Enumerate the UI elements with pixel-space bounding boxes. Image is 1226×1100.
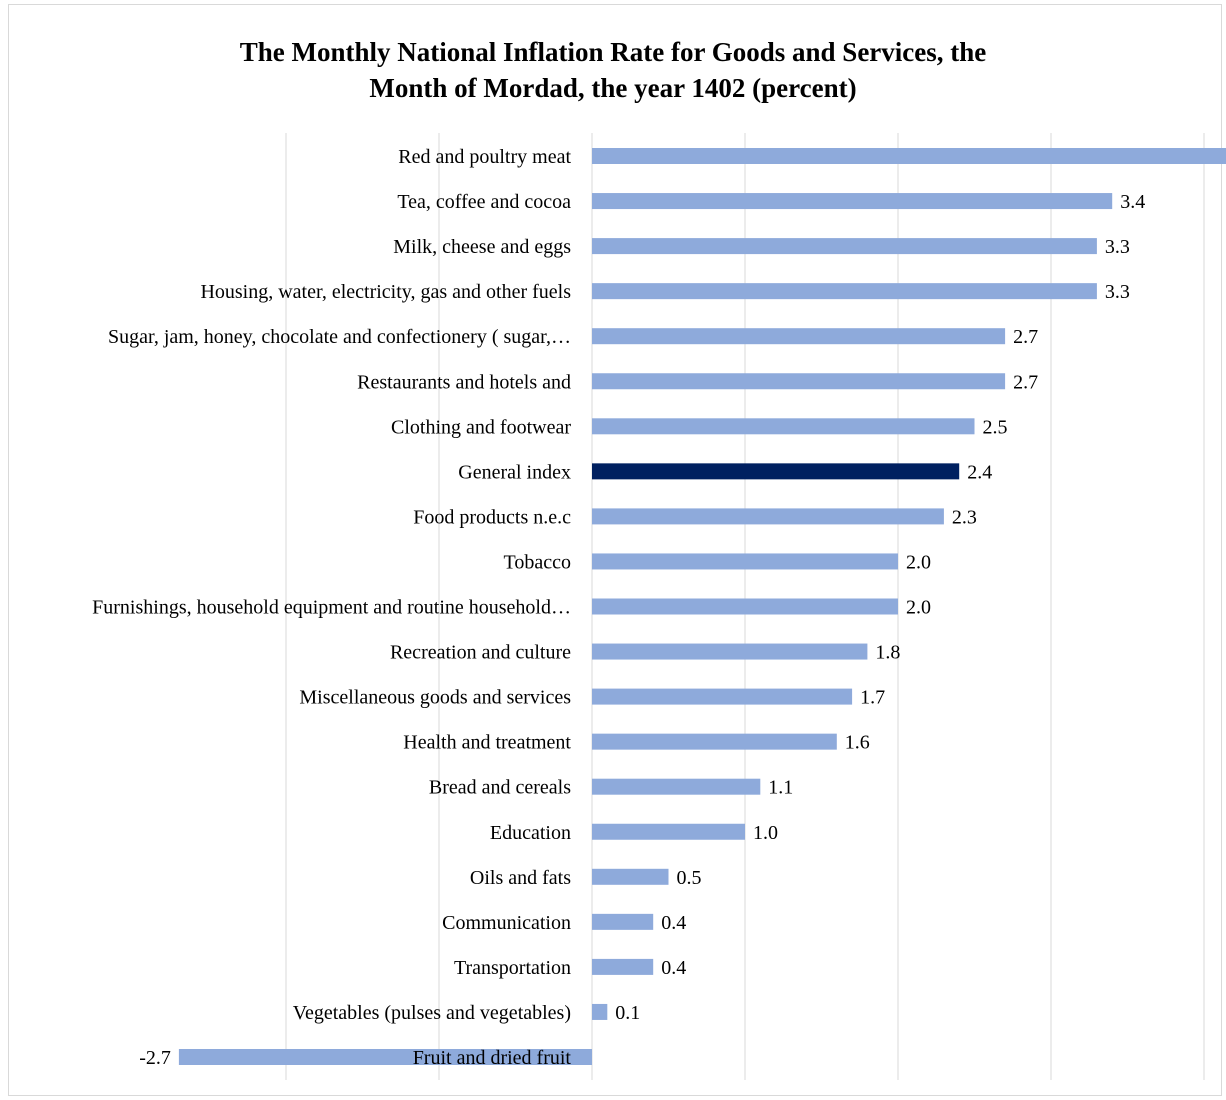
category-label: Clothing and footwear: [391, 416, 571, 438]
category-label: Tea, coffee and cocoa: [397, 191, 571, 213]
data-label: 2.0: [906, 597, 931, 619]
data-label: 1.6: [845, 732, 870, 754]
bar: [592, 643, 868, 660]
data-label: 2.4: [967, 461, 992, 483]
bar: [592, 193, 1113, 210]
category-label: Oils and fats: [470, 867, 571, 889]
bar: [592, 823, 745, 840]
data-label: 2.0: [906, 551, 931, 573]
data-label: 0.4: [661, 957, 686, 979]
data-label: 0.1: [615, 1002, 640, 1024]
data-label: 3.3: [1105, 236, 1130, 258]
category-label: Tobacco: [504, 551, 571, 573]
category-label: Fruit and dried fruit: [413, 1047, 572, 1069]
category-label: Restaurants and hotels and: [357, 371, 571, 393]
bar: [592, 328, 1006, 345]
category-label: Miscellaneous goods and services: [299, 687, 571, 709]
data-label: 3.3: [1105, 281, 1130, 303]
chart-title-line-2: Month of Mordad, the year 1402 (percent): [369, 73, 857, 103]
category-label: Milk, cheese and eggs: [393, 236, 571, 258]
bar: [592, 508, 944, 525]
category-label: Furnishings, household equipment and rou…: [92, 597, 571, 619]
bar: [592, 958, 654, 975]
data-label: 2.5: [983, 416, 1008, 438]
bar: [592, 688, 853, 705]
bar: [592, 598, 898, 615]
bar: [592, 283, 1097, 300]
bar: [592, 463, 960, 480]
category-label: Communication: [442, 912, 571, 934]
category-label: General index: [458, 461, 571, 483]
chart-title-line-1: The Monthly National Inflation Rate for …: [239, 37, 987, 67]
bar: [592, 418, 975, 435]
data-label: 1.7: [860, 687, 885, 709]
bar: [592, 733, 837, 750]
chart-title: The Monthly National Inflation Rate for …: [0, 34, 1226, 106]
bar: [592, 238, 1097, 255]
data-label: 0.4: [661, 912, 686, 934]
category-label: Bread and cereals: [429, 777, 571, 799]
bar: [592, 913, 654, 930]
category-label: Health and treatment: [403, 732, 571, 754]
bar: [592, 778, 761, 795]
category-label: Housing, water, electricity, gas and oth…: [200, 281, 571, 303]
data-label: 2.3: [952, 506, 977, 528]
bar: [178, 1049, 592, 1065]
bar: [592, 1003, 608, 1020]
bar: [592, 148, 1226, 164]
data-label: 2.7: [1013, 326, 1038, 348]
category-label: Transportation: [454, 957, 571, 979]
bar: [592, 553, 898, 570]
category-label: Recreation and culture: [390, 642, 571, 664]
data-label: 1.1: [768, 777, 793, 799]
data-label: 1.8: [875, 642, 900, 664]
data-label: -2.7: [139, 1047, 171, 1069]
category-label: Red and poultry meat: [398, 146, 571, 168]
category-label: Food products n.e.c: [413, 506, 571, 528]
data-label: 0.5: [677, 867, 702, 889]
data-label: 3.4: [1120, 191, 1145, 213]
bar: [592, 373, 1006, 390]
category-label: Vegetables (pulses and vegetables): [293, 1002, 571, 1024]
bar: [592, 868, 669, 885]
data-label: 2.7: [1013, 371, 1038, 393]
data-label: 1.0: [753, 822, 778, 844]
category-label: Sugar, jam, honey, chocolate and confect…: [108, 326, 571, 348]
category-label: Education: [490, 822, 571, 844]
